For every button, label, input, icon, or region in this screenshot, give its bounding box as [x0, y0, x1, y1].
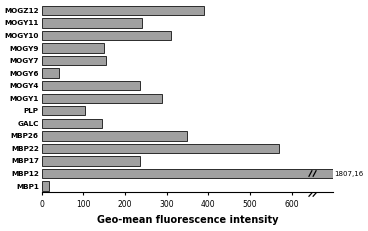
Bar: [42, 131, 187, 141]
Bar: [42, 181, 49, 191]
X-axis label: Geo-mean fluorescence intensity: Geo-mean fluorescence intensity: [97, 215, 278, 225]
Bar: [42, 119, 102, 128]
Bar: [42, 106, 85, 116]
Bar: [42, 43, 104, 53]
Bar: [42, 68, 59, 78]
Text: 1807,16: 1807,16: [335, 170, 364, 176]
Bar: [42, 156, 139, 166]
Bar: [42, 56, 106, 65]
Bar: [42, 144, 279, 153]
Bar: [42, 18, 142, 28]
Bar: [42, 81, 139, 90]
Bar: [42, 31, 171, 40]
Bar: [42, 94, 162, 103]
Bar: [42, 169, 333, 178]
Bar: [42, 6, 204, 15]
